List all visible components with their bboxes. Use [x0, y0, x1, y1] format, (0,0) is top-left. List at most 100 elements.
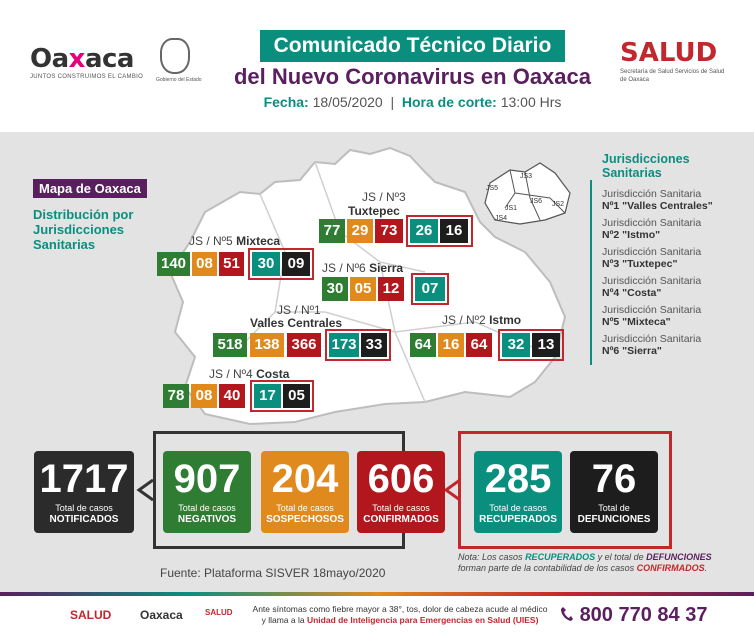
hotline-phone: 800 770 84 37	[560, 604, 707, 627]
js2-label: JS / Nº2 Istmo	[442, 313, 522, 327]
total-defunciones: 76 Total de DEFUNCIONES	[570, 451, 658, 533]
source-text: Fuente: Plataforma SISVER 18mayo/2020	[160, 566, 386, 580]
total-value: 76	[591, 457, 637, 501]
footer-salud-logo-2: SALUD	[205, 608, 233, 617]
legend-title: Jurisdicciones Sanitarias	[602, 152, 690, 180]
legend-item: Jurisdicción Sanitaria Nº5 "Mixteca"	[602, 304, 702, 328]
total-sospechosos: 204 Total de casos SOSPECHOSOS	[261, 451, 349, 533]
total-label: Total de casos	[178, 503, 236, 513]
total-category: NOTIFICADOS	[49, 514, 119, 525]
js6-sospechosos: 05	[350, 277, 376, 301]
js3-sospechosos: 29	[347, 219, 373, 243]
salud-logo-sub: Secretaría de Salud Servicios de Salud d…	[620, 69, 725, 83]
legend-item: Jurisdicción Sanitaria Nº6 "Sierra"	[602, 333, 702, 357]
js5-defunciones: 09	[282, 252, 310, 276]
js1-confirmados: 366	[287, 333, 321, 357]
js1-label: JS / Nº1	[277, 303, 321, 317]
page-title: Comunicado Técnico Diario	[260, 30, 565, 62]
legend-item: Jurisdicción Sanitaria Nº2 "Istmo"	[602, 217, 702, 241]
total-value: 285	[484, 457, 552, 501]
total-negativos: 907 Total de casos NEGATIVOS	[163, 451, 251, 533]
js4-negativos: 78	[163, 384, 189, 408]
total-value: 907	[173, 457, 241, 501]
js1-defunciones: 33	[361, 333, 387, 357]
note-text: Nota: Los casos RECUPERADOS y el total d…	[458, 552, 712, 573]
mini-map: JS5 JS3 JS6 JS1 JS2 JS4	[484, 162, 571, 225]
js3-confirmados: 73	[375, 219, 403, 243]
js3-recuperados: 26	[410, 219, 438, 243]
footer-oaxaca-logo: Oaxaca	[140, 608, 183, 622]
legend-item: Jurisdicción Sanitaria Nº3 "Tuxtepec"	[602, 246, 702, 270]
total-value: 1717	[39, 457, 129, 501]
total-category: SOSPECHOSOS	[266, 514, 344, 525]
total-label: Total de casos	[372, 503, 430, 513]
footer-advice: Ante síntomas como fiebre mayor a 38°, t…	[252, 604, 548, 625]
map-subtitle: Distribución por Jurisdicciones Sanitari…	[33, 207, 134, 252]
js5-sospechosos: 08	[192, 252, 217, 276]
legend-item: Jurisdicción Sanitaria Nº1 "Valles Centra…	[602, 188, 713, 212]
total-value: 606	[367, 457, 435, 501]
js5-highlight	[248, 248, 314, 280]
mini-label-js6: JS6	[530, 198, 542, 205]
js5-confirmados: 51	[219, 252, 244, 276]
footer-stripe	[0, 592, 754, 596]
js6-negativos: 30	[322, 277, 348, 301]
js5-label: JS / Nº5 Mixteca	[189, 234, 281, 248]
js1-sospechosos: 138	[250, 333, 284, 357]
seal-caption: Gobierno del Estado	[156, 77, 202, 83]
js6-confirmados: 12	[378, 277, 404, 301]
total-value: 204	[271, 457, 339, 501]
js4-sospechosos: 08	[191, 384, 217, 408]
legend-item: Jurisdicción Sanitaria Nº4 "Costa"	[602, 275, 702, 299]
total-category: DEFUNCIONES	[577, 514, 651, 525]
js4-highlight	[250, 380, 314, 412]
js2-sospechosos: 16	[438, 333, 464, 357]
js5-negativos: 140	[157, 252, 190, 276]
total-label: Total de	[598, 503, 630, 513]
bracket-arrow-red-icon	[443, 478, 461, 502]
total-notificados: 1717 Total de casos NOTIFICADOS	[34, 451, 134, 533]
footer-salud-logo: SALUD	[70, 608, 112, 622]
date-line: Fecha: 18/05/2020 | Hora de corte: 13:00…	[263, 94, 562, 110]
mini-label-js2: JS2	[552, 201, 564, 208]
oaxaca-logo-tagline: JUNTOS CONSTRUIMOS EL CAMBIO	[30, 74, 144, 80]
js4-label: JS / Nº4 Costa	[209, 367, 290, 381]
js1-sub: Valles Centrales	[250, 316, 343, 330]
mini-label-js4: JS4	[495, 215, 507, 222]
map-division-lines	[244, 161, 556, 403]
total-confirmados: 606 Total de casos CONFIRMADOS	[357, 451, 445, 533]
total-recuperados: 285 Total de casos RECUPERADOS	[474, 451, 562, 533]
mini-label-js3: JS3	[520, 173, 532, 180]
total-category: CONFIRMADOS	[363, 514, 439, 525]
js2-negativos: 64	[410, 333, 436, 357]
js3-defunciones: 16	[440, 219, 468, 243]
js3-label: JS / Nº3	[362, 190, 406, 204]
salud-logo: SALUD	[620, 38, 718, 68]
mini-label-js1: JS1	[505, 205, 517, 212]
js1-highlight	[325, 329, 391, 361]
total-label: Total de casos	[276, 503, 334, 513]
confirmed-breakdown-frame	[458, 431, 672, 549]
js3-highlight	[406, 215, 473, 247]
js2-defunciones: 13	[532, 333, 560, 357]
js2-highlight	[498, 329, 564, 361]
page-subtitle: del Nuevo Coronavirus en Oaxaca	[233, 64, 592, 89]
js3-negativos: 77	[319, 219, 345, 243]
js4-recuperados: 17	[254, 384, 281, 408]
js5-recuperados: 30	[252, 252, 280, 276]
total-label: Total de casos	[489, 503, 547, 513]
js1-recuperados: 173	[329, 333, 359, 357]
phone-icon	[561, 607, 573, 621]
mini-label-js5: JS5	[486, 185, 498, 192]
bracket-arrow-left-icon	[136, 478, 154, 502]
js1-negativos: 518	[213, 333, 247, 357]
oaxaca-logo: Oaxaca	[30, 44, 134, 74]
legend-connector	[590, 180, 600, 365]
total-category: RECUPERADOS	[479, 514, 557, 525]
js4-defunciones: 05	[283, 384, 310, 408]
total-label: Total de casos	[55, 503, 113, 513]
js6-label: JS / Nº6 Sierra	[322, 261, 404, 275]
state-seal-icon	[160, 38, 190, 74]
js3-sub: Tuxtepec	[348, 204, 400, 218]
total-category: NEGATIVOS	[177, 514, 237, 525]
